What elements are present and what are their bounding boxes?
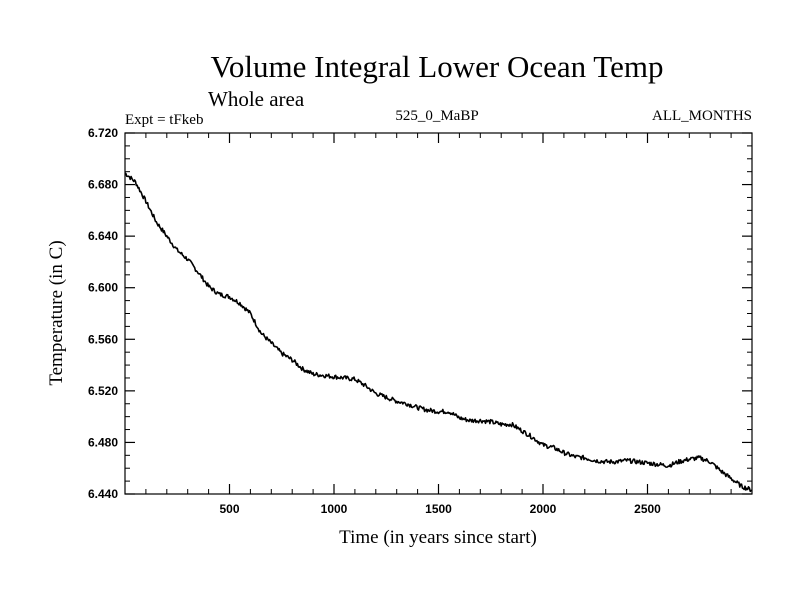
y-tick-label: 6.680 [88,178,118,192]
x-tick-label: 2000 [530,502,557,516]
y-tick-label: 6.640 [88,229,118,243]
x-axis-label: Time (in years since start) [339,527,537,548]
x-tick-label: 500 [219,502,239,516]
chart-subtitle: Whole area [208,87,305,111]
x-tick-label: 1500 [425,502,452,516]
series-line-temperature [124,172,753,493]
period-label: 525_0_MaBP [395,108,478,124]
x-axis: 500 1000 1500 2000 2500 [145,133,732,516]
plot-frame [124,132,753,495]
experiment-label: Expt = tFkeb [125,112,203,128]
x-tick-label: 1000 [321,502,348,516]
y-axis: 6.440 6.480 6.520 6.560 6.600 6.640 6.680 6.720 [88,126,752,501]
y-tick-label: 6.440 [88,487,118,501]
y-tick-label: 6.560 [88,332,118,346]
x-tick-label: 2500 [634,502,661,516]
chart-title: Volume Integral Lower Ocean Temp [211,49,664,84]
months-label: ALL_MONTHS [652,108,752,124]
y-tick-label: 6.720 [88,126,118,140]
y-tick-label: 6.480 [88,435,118,449]
y-tick-label: 6.600 [88,281,118,295]
y-axis-label: Temperature (in C) [46,240,67,385]
y-tick-label: 6.520 [88,384,118,398]
